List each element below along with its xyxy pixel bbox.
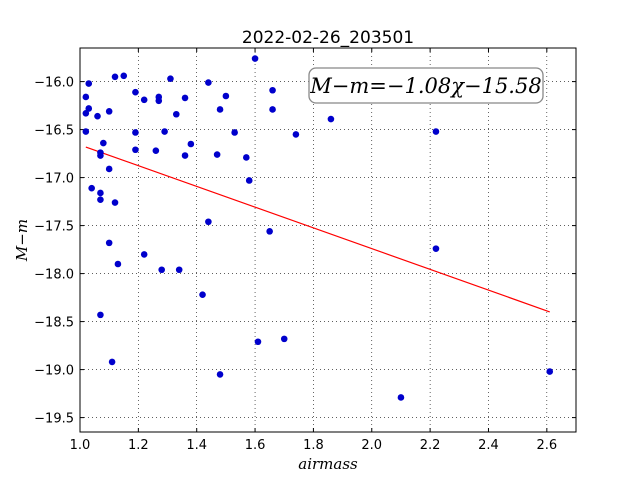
data-point xyxy=(100,139,107,147)
data-point xyxy=(216,371,224,378)
data-point xyxy=(161,128,168,135)
data-point xyxy=(140,96,148,104)
data-point xyxy=(132,146,139,154)
y-tick-label: −16.5 xyxy=(34,124,74,139)
plot-area xyxy=(80,48,576,432)
data-point xyxy=(97,196,104,203)
data-point xyxy=(432,245,440,252)
data-point xyxy=(175,266,183,274)
data-point xyxy=(205,218,212,226)
data-point xyxy=(245,177,253,184)
data-point xyxy=(97,189,104,197)
y-tick-label: −17.0 xyxy=(34,172,74,187)
data-point xyxy=(167,75,174,83)
y-tick-label: −17.5 xyxy=(34,220,74,235)
data-point xyxy=(181,152,189,159)
data-point xyxy=(97,311,104,319)
data-point xyxy=(269,106,276,113)
x-tick-label: 1.8 xyxy=(303,438,324,453)
chart-title: 2022-02-26_203501 xyxy=(242,28,414,48)
x-tick-label: 2.4 xyxy=(478,438,499,453)
data-point xyxy=(132,129,139,136)
x-tick-label: 1.2 xyxy=(128,438,149,453)
data-point xyxy=(243,154,250,161)
data-point xyxy=(292,131,300,138)
data-point xyxy=(105,108,113,115)
data-point xyxy=(181,94,189,102)
data-point xyxy=(140,251,148,258)
data-point xyxy=(269,86,276,94)
y-tick-labels: −16.0 −16.5 −17.0 −17.5 −18.0 −18.5 −19.0 −19.5 xyxy=(34,76,74,427)
data-point xyxy=(158,266,165,274)
x-tick-label: 1.6 xyxy=(245,438,266,453)
data-point xyxy=(152,147,160,155)
data-point xyxy=(266,228,273,235)
data-point xyxy=(155,97,163,105)
x-tick-label: 1.4 xyxy=(186,438,207,453)
data-point xyxy=(82,128,90,135)
y-tick-label: −18.0 xyxy=(34,268,74,283)
data-point xyxy=(172,110,180,118)
data-point xyxy=(187,140,195,148)
data-point xyxy=(254,338,262,346)
plot-frame xyxy=(79,47,577,433)
x-tick-label: 2.0 xyxy=(361,438,382,453)
data-point xyxy=(94,112,101,120)
data-point xyxy=(105,239,113,247)
data-point xyxy=(432,128,440,135)
x-tick-label: 2.2 xyxy=(420,438,441,453)
data-point xyxy=(82,109,90,117)
data-point xyxy=(85,105,93,112)
data-point xyxy=(397,394,405,401)
data-point xyxy=(231,129,238,136)
data-point xyxy=(111,73,119,81)
y-tick-label: −19.0 xyxy=(34,364,74,379)
equation-annotation: M−m=−1.08χ−15.58 xyxy=(308,67,544,104)
data-point xyxy=(327,115,335,123)
data-point xyxy=(108,358,116,366)
y-tick-label: −18.5 xyxy=(34,316,74,331)
data-point xyxy=(88,184,95,192)
fit-line xyxy=(85,146,550,313)
data-point xyxy=(120,72,128,80)
y-tick-label: −16.0 xyxy=(34,76,74,91)
data-point xyxy=(213,151,221,158)
data-point xyxy=(111,199,119,206)
x-tick-labels: 1.0 1.2 1.4 1.6 1.8 2.0 2.2 2.4 2.6 xyxy=(70,438,558,453)
data-point xyxy=(222,92,230,100)
data-point xyxy=(82,93,90,101)
data-point xyxy=(199,291,206,299)
x-tick-label: 1.0 xyxy=(70,438,91,453)
y-axis-label: M−m xyxy=(13,219,31,262)
data-point xyxy=(85,80,93,87)
fit-line-group xyxy=(85,146,550,313)
annotation-box xyxy=(308,67,544,104)
data-point xyxy=(216,106,224,113)
data-point xyxy=(114,260,122,268)
data-point xyxy=(546,368,554,375)
x-axis-label: airmass xyxy=(298,455,358,473)
data-point xyxy=(205,79,212,86)
data-point xyxy=(280,335,288,343)
annotation-text: M−m=−1.08χ−15.58 xyxy=(309,74,541,98)
data-point xyxy=(97,152,104,159)
x-tick-label: 2.6 xyxy=(536,438,557,453)
y-tick-label: −19.5 xyxy=(34,412,74,427)
data-point xyxy=(251,55,259,62)
data-point xyxy=(105,165,113,173)
data-point xyxy=(132,88,139,96)
